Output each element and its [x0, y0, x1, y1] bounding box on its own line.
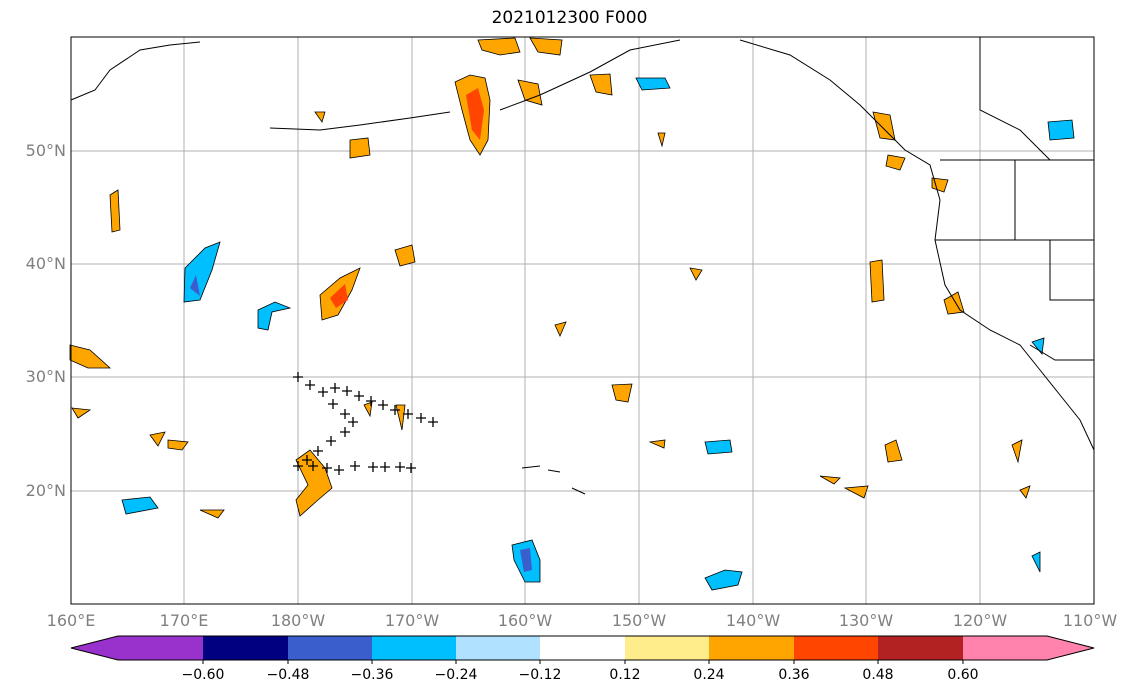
lon-label: 110°W: [1062, 611, 1118, 630]
anomaly-positive: [589, 73, 613, 96]
anomaly-positive: [872, 111, 896, 141]
colorbar-tick-label: 0.12: [609, 667, 641, 683]
lon-label: 170°E: [159, 611, 209, 630]
colorbar-tick-label: −0.12: [518, 667, 562, 683]
anomaly-positive: [199, 509, 225, 519]
anomaly-positive: [611, 383, 633, 403]
anomaly-positive: [517, 79, 543, 106]
colorbar-extend-high: [1047, 636, 1094, 660]
lon-label: 180°W: [270, 611, 326, 630]
lat-label: 40°N: [25, 254, 66, 273]
anomaly-negative: [1031, 551, 1041, 573]
lat-label: 30°N: [25, 367, 66, 386]
coastlines: [70, 37, 1095, 495]
anomaly-positive: [657, 132, 666, 148]
anomaly-positive: [394, 244, 416, 267]
anomaly-positive: [819, 475, 841, 485]
colorbar-tick-label: 0.36: [778, 667, 810, 683]
lon-label: 140°W: [725, 611, 781, 630]
colorbar-tick-label: 0.24: [693, 667, 725, 683]
anomaly-negative: [121, 496, 159, 515]
anomaly-positive: [884, 439, 903, 463]
colorbar-tick-label: 0.60: [947, 667, 979, 683]
anomaly-positive: [363, 401, 373, 418]
anomaly-positive: [477, 37, 521, 56]
anomaly-negative: [183, 241, 221, 303]
anomaly-positive: [167, 439, 189, 451]
colorbar-extend-low: [71, 636, 118, 660]
colorbar-tick-label: −0.48: [266, 667, 310, 683]
anomaly-positive: [554, 321, 567, 337]
lon-label: 160°E: [46, 611, 96, 630]
anomaly-positive: [843, 485, 869, 499]
anomaly-positive: [931, 177, 949, 193]
anomaly-strong: [190, 275, 200, 296]
anomaly-strong: [330, 284, 348, 308]
anomaly-positive: [314, 111, 326, 123]
anomaly-positive: [71, 407, 92, 419]
lon-label: 160°W: [497, 611, 553, 630]
anomaly-positive: [349, 137, 371, 159]
track-markers: [293, 372, 438, 475]
anomaly-positive: [1019, 485, 1031, 499]
anomaly-positive: [529, 37, 563, 56]
anomaly-strong: [466, 88, 484, 140]
anomaly-positive: [648, 439, 666, 449]
anomaly-positive: [149, 431, 166, 447]
anomaly-negative: [1047, 119, 1075, 141]
anomaly-negative: [1031, 337, 1045, 355]
anomaly-positive: [69, 344, 112, 369]
anomaly-negative: [635, 77, 671, 91]
anomaly-negative: [704, 569, 743, 591]
anomaly-negative: [704, 439, 733, 455]
anomaly-positive: [869, 259, 885, 303]
gridlines: [71, 37, 1094, 604]
lon-label: 170°W: [384, 611, 440, 630]
lon-label: 120°W: [952, 611, 1008, 630]
colorbar-tick-label: −0.36: [350, 667, 394, 683]
lon-label: 150°W: [611, 611, 667, 630]
lon-label: 130°W: [838, 611, 894, 630]
colorbar-tick-label: −0.60: [181, 667, 225, 683]
contour-fills: [69, 37, 1075, 591]
anomaly-positive: [885, 154, 906, 171]
lat-label: 20°N: [25, 481, 66, 500]
colorbar-tick-label: 0.48: [862, 667, 894, 683]
anomaly-positive: [295, 449, 333, 517]
colorbar-tick-label: −0.24: [434, 667, 478, 683]
colorbar: [70, 635, 1095, 664]
lat-label: 50°N: [25, 141, 66, 160]
anomaly-strong: [520, 548, 532, 572]
map-frame: [70, 36, 1095, 605]
anomaly-positive: [109, 189, 121, 233]
anomaly-negative: [257, 301, 292, 331]
anomaly-positive: [1011, 439, 1023, 464]
anomaly-positive: [395, 404, 406, 431]
anomaly-positive: [689, 267, 703, 281]
plot-title: 2021012300 F000: [491, 8, 648, 28]
